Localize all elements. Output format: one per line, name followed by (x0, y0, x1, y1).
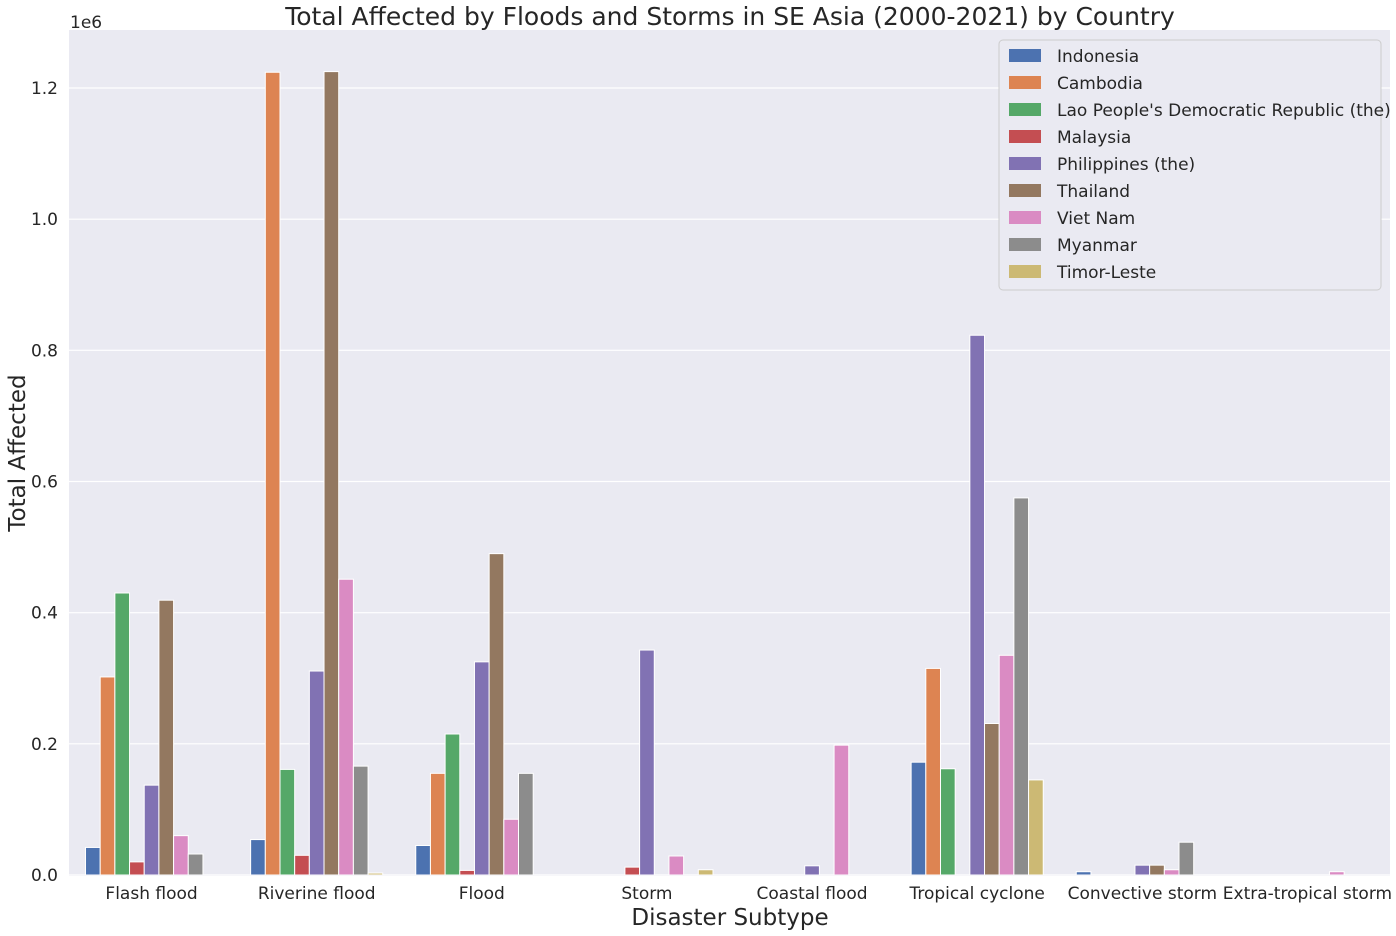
bar (969, 334, 986, 876)
chart-title: Total Affected by Floods and Storms in S… (284, 2, 1175, 31)
legend-swatch (1009, 157, 1041, 170)
bar (415, 844, 431, 876)
x-tick-label: Storm (621, 884, 672, 904)
legend-label: Myanmar (1057, 236, 1137, 256)
y-tick-label: 0.6 (31, 473, 58, 493)
x-tick-label: Riverine flood (258, 884, 376, 904)
bar (429, 772, 446, 876)
y-tick-labels: 0.0 0.2 0.4 0.6 0.8 1.0 1.2 (31, 79, 58, 886)
legend-swatch (1009, 130, 1041, 143)
bar (114, 592, 131, 876)
legend-swatch (1009, 103, 1041, 116)
x-tick-label: Coastal flood (757, 884, 868, 904)
x-tick-labels: Flash flood Riverine flood Flood Storm Coast… (105, 884, 1392, 904)
legend-box (998, 39, 1382, 291)
y-tick-label: 0.8 (31, 341, 58, 361)
bar (1328, 871, 1345, 876)
bar (250, 839, 266, 876)
bar (187, 853, 204, 876)
bar (1178, 841, 1195, 876)
x-tick-label: Flood (459, 884, 505, 904)
bar (503, 818, 520, 876)
bar (984, 723, 1000, 876)
bar (998, 654, 1015, 876)
legend-swatch (1009, 76, 1041, 89)
legend-swatch (1009, 211, 1041, 224)
legend: Indonesia Cambodia Lao People's Democratic… (998, 39, 1391, 291)
x-tick-label: Flash flood (105, 884, 197, 904)
bar (352, 765, 369, 876)
bar (473, 661, 490, 876)
bar (99, 676, 116, 876)
y-tick-label: 1.0 (31, 210, 58, 230)
bar (444, 733, 461, 876)
legend-label: Philippines (the) (1057, 155, 1195, 175)
bar (308, 670, 325, 876)
y-tick-label: 0.4 (31, 604, 58, 624)
bar (624, 866, 641, 876)
bar (338, 578, 354, 876)
bar (1013, 497, 1030, 876)
legend-label: Timor-Leste (1056, 263, 1156, 283)
bar (323, 71, 340, 876)
legend-swatch (1009, 184, 1041, 197)
bar (668, 855, 685, 876)
bar (129, 861, 145, 876)
legend-label: Cambodia (1057, 74, 1143, 94)
bar (488, 553, 505, 876)
bar (143, 784, 160, 876)
bar (173, 835, 189, 876)
legend-label: Lao People's Democratic Republic (the) (1057, 101, 1391, 121)
y-tick-label: 0.2 (31, 735, 58, 755)
y-offset-label: 1e6 (70, 13, 102, 33)
bar (294, 854, 310, 876)
legend-label: Thailand (1056, 182, 1130, 202)
bar (639, 649, 655, 876)
x-tick-label: Convective storm (1068, 884, 1217, 904)
bar (833, 744, 850, 876)
bar (1075, 871, 1092, 876)
legend-swatch (1009, 238, 1041, 251)
bar (518, 772, 534, 876)
legend-label: Viet Nam (1057, 209, 1135, 229)
bar (264, 71, 281, 876)
bar (85, 846, 101, 876)
legend-label: Malaysia (1057, 128, 1131, 148)
bar (925, 667, 941, 876)
bar (910, 761, 927, 876)
bar (697, 869, 714, 876)
legend-swatch (1009, 265, 1041, 278)
bar (367, 872, 384, 876)
bar (459, 869, 475, 876)
bar (1028, 779, 1044, 876)
bars (85, 71, 1345, 876)
bar (1163, 869, 1180, 876)
x-tick-label: Extra-tropical storm (1223, 884, 1392, 904)
legend-swatch (1009, 49, 1041, 62)
legend-label: Indonesia (1057, 47, 1139, 67)
y-tick-label: 0.0 (31, 866, 58, 886)
bar (158, 599, 175, 876)
x-axis-label: Disaster Subtype (631, 905, 828, 931)
x-tick-label: Tropical cyclone (908, 884, 1044, 904)
y-tick-label: 1.2 (31, 79, 58, 99)
bar (1134, 864, 1151, 876)
bar (1149, 864, 1165, 876)
bar (279, 768, 296, 876)
bar (804, 865, 820, 876)
bar (939, 768, 956, 876)
y-axis-label: Total Affected (5, 374, 31, 532)
